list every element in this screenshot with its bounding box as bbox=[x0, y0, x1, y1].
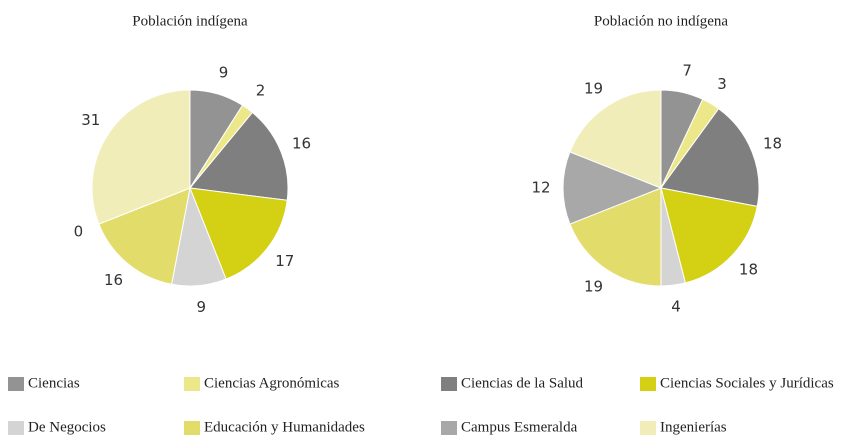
pie-slice bbox=[660, 187, 758, 284]
legend-label: Ciencias de la Salud bbox=[461, 375, 584, 391]
pie-slice bbox=[98, 187, 191, 285]
data-label: 19 bbox=[584, 79, 603, 97]
pie-slice bbox=[189, 111, 289, 201]
data-label: 12 bbox=[531, 179, 550, 197]
pie-slice bbox=[91, 89, 191, 225]
pie-slice bbox=[189, 187, 288, 280]
legend-label: Campus Esmeralda bbox=[461, 419, 578, 435]
data-label: 7 bbox=[682, 61, 692, 79]
legend-swatch bbox=[8, 421, 24, 435]
data-label: 18 bbox=[739, 261, 758, 279]
legend-label: Ciencias Agronómicas bbox=[204, 375, 340, 391]
data-label: 2 bbox=[256, 81, 266, 99]
legend-swatch bbox=[640, 377, 656, 391]
pie-slice bbox=[562, 151, 663, 225]
legend-label: De Negocios bbox=[28, 419, 106, 435]
chart-title: Población no indígena bbox=[594, 13, 728, 29]
legend-label: Ciencias Sociales y Jurídicas bbox=[660, 375, 834, 391]
legend-swatch bbox=[640, 421, 656, 435]
data-label: 19 bbox=[584, 278, 603, 296]
data-label: 31 bbox=[81, 111, 100, 129]
legend-swatch bbox=[8, 377, 24, 391]
legend-label: Educación y Humanidades bbox=[204, 419, 365, 435]
legend-swatch bbox=[184, 421, 200, 435]
data-label: 9 bbox=[219, 63, 229, 81]
chart-title: Población indígena bbox=[132, 13, 248, 29]
data-label: 0 bbox=[74, 223, 84, 241]
data-label: 18 bbox=[763, 134, 782, 152]
pie-slice bbox=[569, 89, 662, 189]
data-label: 9 bbox=[197, 298, 207, 316]
pie-slice bbox=[660, 108, 760, 207]
legend-swatch bbox=[184, 377, 200, 391]
legend-label: Ciencias bbox=[28, 375, 80, 391]
data-label: 17 bbox=[275, 252, 294, 270]
data-label: 16 bbox=[292, 134, 311, 152]
data-label: 16 bbox=[104, 271, 123, 289]
legend-label: Ingenierías bbox=[660, 419, 727, 435]
data-label: 4 bbox=[671, 298, 681, 316]
legend-swatch bbox=[441, 377, 457, 391]
legend-swatch bbox=[441, 421, 457, 435]
pie-slice bbox=[569, 187, 662, 287]
data-label: 3 bbox=[717, 75, 727, 93]
